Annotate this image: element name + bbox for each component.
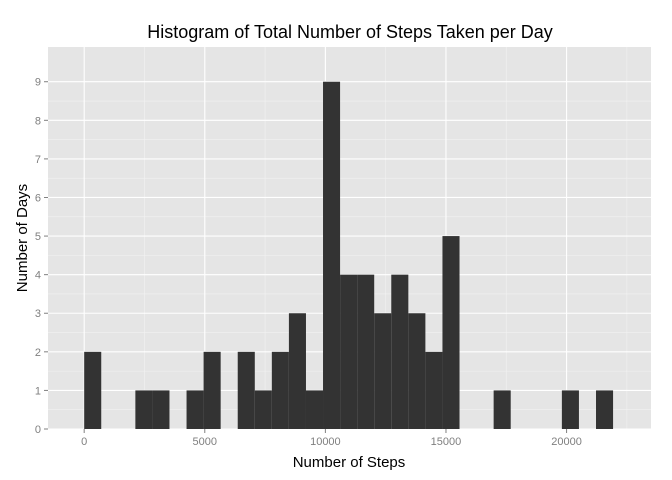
histogram-bar [391,274,409,429]
histogram-bar [135,390,153,429]
histogram-bar [305,390,324,429]
y-tick-label: 1 [35,385,41,397]
histogram-bars [84,81,614,430]
x-tick-label: 5000 [193,436,217,448]
minor-gridlines [48,47,651,429]
histogram-bar [357,274,375,429]
histogram-bar [186,390,204,429]
histogram-bar [442,236,460,429]
histogram-bar [596,390,614,429]
y-tick-label: 2 [35,347,41,359]
y-tick-label: 7 [35,154,41,166]
x-tick-label: 0 [81,436,87,448]
histogram-bar [425,351,443,429]
y-tick-label: 5 [35,231,41,243]
x-tick-label: 10000 [310,436,341,448]
x-axis-title: Number of Steps [293,454,406,471]
histogram-bar [493,390,511,429]
histogram-bar [203,351,221,429]
x-tick-label: 15000 [431,436,462,448]
histogram-bar [152,390,170,429]
x-axis: 0 5000 10000 15000 20000 [81,429,582,448]
x-tick-label: 20000 [551,436,582,448]
y-tick-label: 3 [35,308,41,320]
histogram-bar [254,390,272,429]
y-tick-label: 4 [35,270,41,282]
histogram-bar [340,274,358,429]
y-axis: 0 1 2 3 4 5 6 7 8 9 [35,77,48,436]
histogram-bar [288,313,306,429]
y-axis-title: Number of Days [14,184,31,292]
histogram-bar [323,81,341,430]
histogram-bar [84,351,102,429]
histogram-bar [271,351,289,429]
histogram-bar [561,390,579,429]
histogram-bar [408,313,426,429]
histogram-bar [237,351,255,429]
y-tick-label: 6 [35,192,41,204]
y-tick-label: 0 [35,424,41,436]
y-tick-label: 8 [35,115,41,127]
chart-title: Histogram of Total Number of Steps Taken… [147,22,553,42]
y-tick-label: 9 [35,77,41,89]
histogram-bar [374,313,392,429]
